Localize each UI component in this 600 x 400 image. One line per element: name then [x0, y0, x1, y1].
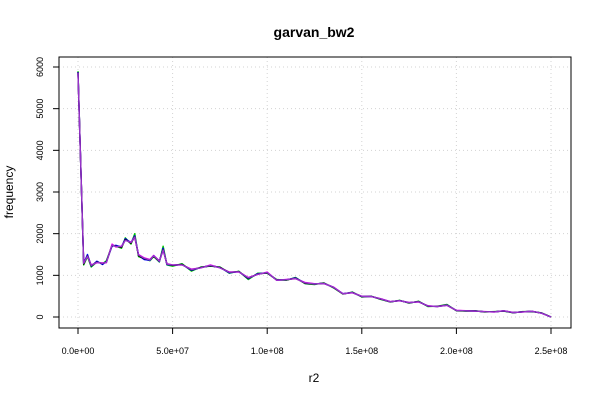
x-tick-label: 2.0e+08: [440, 346, 473, 356]
x-axis-label: r2: [309, 371, 320, 385]
series-line: [77, 72, 552, 318]
series-group: [77, 71, 552, 318]
x-tick-label: 1.5e+08: [345, 346, 378, 356]
y-tick-label: 0: [35, 314, 45, 319]
y-tick-label: 6000: [35, 57, 45, 77]
y-tick-label: 1000: [35, 265, 45, 285]
y-tick-label: 5000: [35, 99, 45, 119]
y-tick-label: 3000: [35, 182, 45, 202]
y-tick-label: 4000: [35, 140, 45, 160]
x-tick-label: 0.0e+00: [62, 346, 95, 356]
y-axis: 0 1000 2000 3000 4000 5000 6000: [35, 57, 60, 320]
chart-title: garvan_bw2: [274, 24, 355, 40]
x-tick-label: 2.5e+08: [535, 346, 568, 356]
x-tick-label: 1.0e+08: [251, 346, 284, 356]
y-axis-label: frequency: [2, 166, 16, 219]
x-axis: 0.0e+00 5.0e+07 1.0e+08 1.5e+08 2.0e+08 2.5e+…: [62, 327, 568, 356]
x-tick-label: 5.0e+07: [156, 346, 189, 356]
y-tick-label: 2000: [35, 224, 45, 244]
grid: [59, 57, 571, 328]
